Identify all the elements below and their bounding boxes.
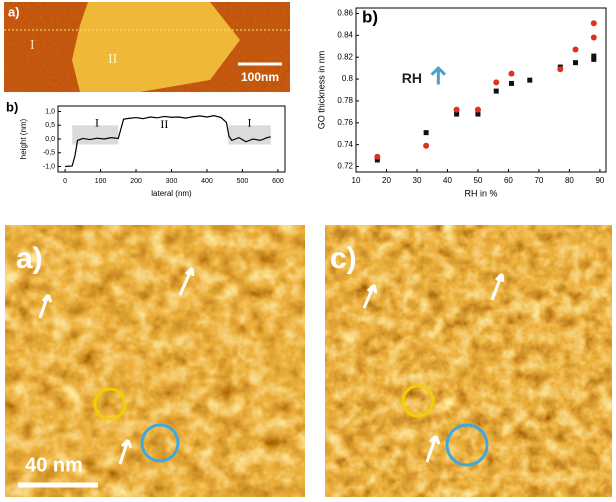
point bbox=[572, 46, 579, 53]
scale-label: 100nm bbox=[241, 70, 279, 84]
y-tick-label: 0.86 bbox=[337, 9, 353, 18]
x-tick-label: 200 bbox=[130, 178, 142, 185]
point bbox=[508, 80, 514, 86]
x-tick-label: 300 bbox=[166, 178, 178, 185]
arrow bbox=[118, 438, 133, 465]
panel-label: b) bbox=[362, 7, 378, 26]
panel-label: b) bbox=[6, 99, 18, 114]
point bbox=[573, 60, 579, 66]
y-tick-label: 0.78 bbox=[337, 96, 353, 105]
x-tick-label: 50 bbox=[473, 176, 482, 185]
region-label: I bbox=[30, 38, 35, 53]
point bbox=[423, 142, 430, 149]
y-tick-label: -1,0 bbox=[43, 163, 55, 170]
afm-image-left: a) 40 nm bbox=[5, 225, 305, 497]
afm-image bbox=[5, 225, 305, 497]
afm-image bbox=[325, 225, 612, 497]
point bbox=[590, 20, 597, 27]
region-label: II bbox=[160, 117, 168, 131]
y-tick-label: 0,0 bbox=[45, 136, 55, 143]
point bbox=[590, 34, 597, 41]
y-tick-label: 0.76 bbox=[337, 118, 353, 127]
circle-marker bbox=[401, 384, 435, 418]
x-axis-label: lateral (nm) bbox=[151, 189, 192, 198]
y-tick-label: 1,0 bbox=[45, 108, 55, 115]
x-axis-label: RH in % bbox=[464, 188, 497, 198]
plot-frame bbox=[355, 7, 607, 173]
point bbox=[591, 53, 597, 59]
point bbox=[527, 77, 533, 83]
panel-label: a) bbox=[16, 242, 43, 275]
y-tick-label: 0,5 bbox=[45, 122, 55, 129]
point bbox=[474, 106, 481, 113]
arrow bbox=[425, 434, 441, 463]
arrow bbox=[362, 283, 378, 309]
x-tick-label: 20 bbox=[382, 176, 391, 185]
region-label: I bbox=[248, 116, 252, 130]
point bbox=[493, 88, 499, 94]
x-tick-label: 90 bbox=[595, 176, 604, 185]
x-tick-label: 400 bbox=[201, 178, 213, 185]
y-axis-label: height (nm) bbox=[19, 118, 28, 159]
circle-marker bbox=[140, 423, 180, 463]
x-tick-label: 600 bbox=[272, 178, 284, 185]
y-tick-label: 0.82 bbox=[337, 52, 353, 61]
x-tick-label: 0 bbox=[63, 178, 67, 185]
x-tick-label: 80 bbox=[565, 176, 574, 185]
y-tick-label: -0,5 bbox=[43, 150, 55, 157]
panel-label: a) bbox=[8, 4, 20, 19]
x-tick-label: 30 bbox=[413, 176, 422, 185]
region-label: II bbox=[108, 52, 118, 67]
annotation: RH bbox=[402, 70, 422, 86]
x-tick-label: 60 bbox=[504, 176, 513, 185]
point bbox=[591, 56, 597, 62]
y-tick-label: 0.84 bbox=[337, 30, 353, 39]
point bbox=[374, 153, 381, 160]
arrow bbox=[178, 266, 195, 296]
shaded-region bbox=[72, 125, 119, 145]
y-axis-label: GO thickness in nm bbox=[316, 51, 326, 130]
point bbox=[454, 111, 460, 117]
panel-label: c) bbox=[330, 242, 357, 275]
region-label: I bbox=[95, 116, 99, 130]
x-tick-label: 70 bbox=[534, 176, 543, 185]
x-tick-label: 500 bbox=[237, 178, 249, 185]
point bbox=[557, 66, 564, 73]
point bbox=[475, 111, 481, 117]
point bbox=[508, 70, 515, 77]
circle-marker bbox=[93, 387, 127, 421]
shaded-region bbox=[228, 125, 271, 145]
scale-label: 40 nm bbox=[25, 454, 83, 476]
profile-line bbox=[65, 115, 271, 168]
arrow bbox=[490, 272, 505, 301]
circle-marker bbox=[445, 423, 489, 467]
x-tick-label: 100 bbox=[95, 178, 107, 185]
arrow bbox=[38, 294, 53, 319]
y-tick-label: 0.8 bbox=[342, 74, 354, 83]
afm-image-top: a) I II 100nm bbox=[4, 2, 290, 92]
point bbox=[493, 79, 500, 86]
point bbox=[374, 157, 380, 163]
annotation-arrow bbox=[430, 66, 447, 85]
x-tick-label: 10 bbox=[352, 176, 361, 185]
y-tick-label: 0.74 bbox=[337, 140, 353, 149]
flake bbox=[72, 2, 240, 92]
point bbox=[453, 106, 460, 113]
x-tick-label: 40 bbox=[443, 176, 452, 185]
y-tick-label: 0.72 bbox=[337, 162, 353, 171]
afm-image-right: c) bbox=[325, 225, 612, 497]
point bbox=[423, 130, 429, 136]
